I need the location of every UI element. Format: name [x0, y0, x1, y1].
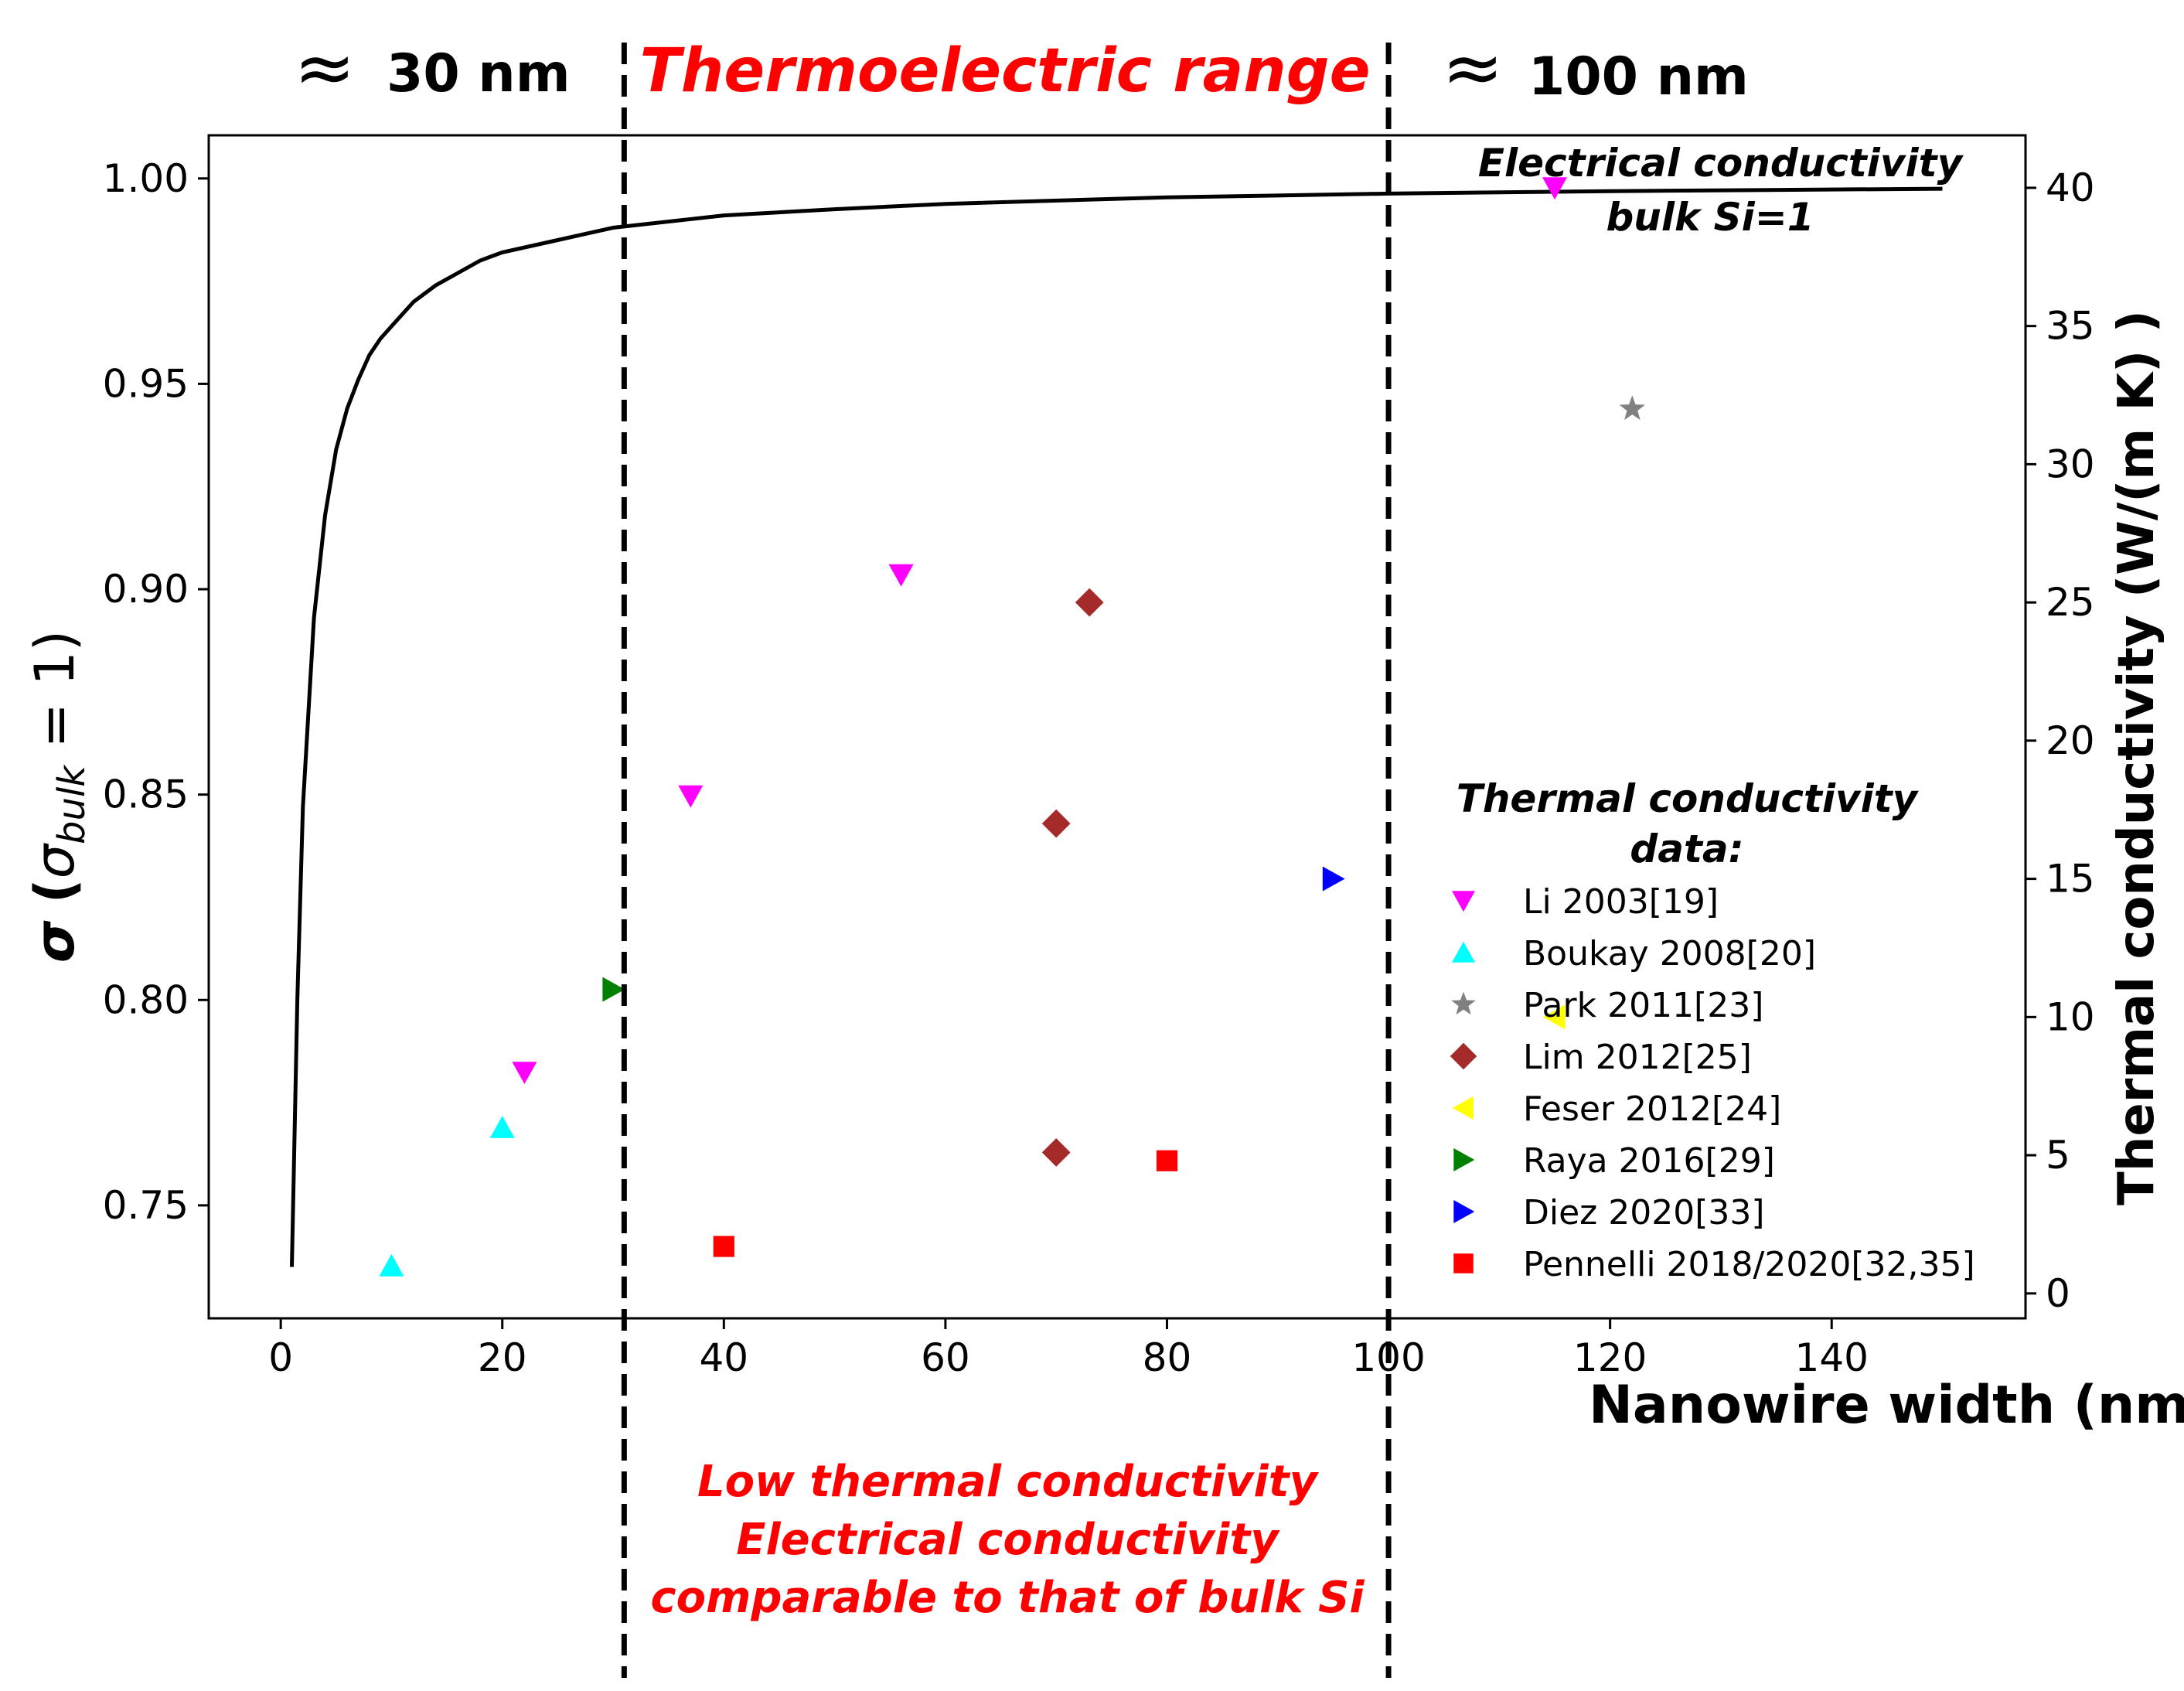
x-tick-label: 20: [478, 1335, 527, 1380]
legend-marker-feser-2012-24: [1452, 1096, 1474, 1120]
bottom-note: Low thermal conductivity Electrical cond…: [650, 1457, 1365, 1623]
y-right-tick-label: 20: [2046, 718, 2095, 763]
data-point-boukay-2008-20: [489, 1116, 515, 1138]
legend-title-line-1: Thermal conductivity: [1457, 776, 1920, 821]
data-point-lim-2012-25: [1041, 809, 1071, 838]
electrical-conductivity-curve: [290, 186, 1943, 1267]
legend-marker-pennelli-2018-2020-32-35: [1453, 1253, 1474, 1273]
legend: Thermal conductivity data: Li 2003[19] B…: [1450, 776, 1975, 1284]
y-right-tick-label: 30: [2046, 442, 2095, 486]
data-point-li-2003-19: [888, 564, 914, 587]
y-left-open-paren: (: [23, 878, 87, 903]
data-point-lim-2012-25: [1041, 1138, 1071, 1167]
y-right-tick-label: 5: [2046, 1133, 2070, 1178]
data-point-diez-2020-33: [1322, 866, 1345, 892]
y-left-tick-label: 0.75: [103, 1183, 189, 1228]
y-right-tick-label: 35: [2046, 304, 2095, 349]
y-left-sigma-bulk: σ: [23, 842, 87, 878]
y-axis-left-title: σ (σbulk = 1): [23, 630, 94, 963]
approx-symbol-right: ≈: [1442, 26, 1504, 111]
y-left-axis-ticks: 0.75 0.80 0.85 0.90 0.95 1.00: [103, 156, 209, 1228]
legend-title-line-2: data:: [1630, 827, 1743, 871]
y-left-tick-label: 0.95: [103, 361, 189, 406]
y-left-subscript-bulk: bulk: [50, 764, 94, 844]
x-tick-label: 120: [1573, 1335, 1647, 1380]
legend-label-lim-2012: Lim 2012[25]: [1523, 1038, 1752, 1077]
x-tick-label: 40: [699, 1335, 748, 1380]
data-point-li-2003-19: [678, 785, 704, 808]
x-tick-label: 60: [921, 1335, 970, 1380]
plot-frame: [207, 134, 2027, 1320]
x-axis-ticks: 0 20 40 60 80 100 120 140: [268, 1318, 1869, 1380]
y-left-sigma: σ: [23, 920, 87, 963]
y-left-tick-label: 1.00: [103, 156, 189, 201]
y-left-tick-label: 0.85: [103, 772, 189, 817]
curve-note: Electrical conductivity bulk Si=1: [1478, 141, 1964, 240]
y-right-tick-label: 15: [2046, 857, 2095, 902]
x-tick-label: 0: [268, 1335, 293, 1380]
x-tick-label: 80: [1143, 1335, 1192, 1380]
legend-label-li-2003: Li 2003[19]: [1523, 882, 1719, 922]
y-axis-right-title: Thermal conductivity (W/(m K) ): [2108, 310, 2165, 1205]
hundred-nm-label: 100 nm: [1528, 46, 1749, 107]
x-tick-label: 140: [1795, 1335, 1869, 1380]
thermoelectric-range-title: Thermoelectric range: [640, 36, 1371, 106]
data-point-feser-2012-24: [1542, 1004, 1566, 1030]
y-left-equals-one: = 1): [23, 630, 87, 748]
data-point-raya-2016-29: [602, 977, 625, 1002]
data-point-lim-2012-25: [1075, 588, 1104, 617]
data-point-pennelli-2018-2020-32-35: [1156, 1150, 1178, 1171]
legend-marker-lim-2012-25: [1450, 1042, 1477, 1070]
data-point-park-2011-23: [1619, 395, 1645, 421]
y-left-tick-label: 0.90: [103, 567, 189, 612]
legend-marker-raya-2016-29: [1453, 1148, 1475, 1171]
legend-markers: [1450, 891, 1477, 1273]
y-right-tick-label: 10: [2046, 994, 2095, 1039]
data-point-boukay-2008-20: [379, 1253, 404, 1277]
y-right-tick-label: 25: [2046, 580, 2095, 625]
legend-label-feser-2012: Feser 2012[24]: [1523, 1089, 1781, 1129]
curve-note-line-1: Electrical conductivity: [1478, 141, 1964, 186]
y-left-tick-label: 0.80: [103, 977, 189, 1022]
legend-marker-li-2003-19: [1452, 891, 1475, 912]
y-right-tick-label: 0: [2046, 1271, 2070, 1316]
data-point-li-2003-19: [512, 1062, 537, 1084]
legend-label-pennelli-2018-2020: Pennelli 2018/2020[32,35]: [1523, 1245, 1975, 1284]
y-right-axis-ticks: 0 5 10 15 20 25 30 35 40: [2026, 165, 2095, 1316]
bottom-note-line-3: comparable to that of bulk Si: [650, 1573, 1365, 1623]
bottom-note-line-1: Low thermal conductivity: [697, 1457, 1320, 1507]
thirty-nm-label: 30 nm: [387, 43, 571, 104]
legend-label-park-2011: Park 2011[23]: [1523, 986, 1763, 1025]
top-annotations: ≈ 30 nm Thermoelectric range ≈ 100 nm: [294, 26, 1749, 111]
legend-marker-boukay-2008-20: [1452, 941, 1475, 963]
legend-marker-park-2011-23: [1451, 991, 1476, 1015]
legend-label-diez-2020: Diez 2020[33]: [1523, 1193, 1765, 1232]
legend-label-boukay-2008: Boukay 2008[20]: [1523, 934, 1816, 973]
thermal-conductivity-markers: [379, 177, 1645, 1277]
data-point-li-2003-19: [1542, 177, 1567, 200]
approx-symbol-left: ≈: [294, 26, 356, 111]
legend-marker-diez-2020-33: [1453, 1200, 1475, 1223]
x-axis-title: Nanowire width (nm): [1589, 1375, 2184, 1436]
curve-note-line-2: bulk Si=1: [1606, 195, 1814, 240]
y-right-tick-label: 40: [2046, 165, 2095, 210]
bottom-note-line-2: Electrical conductivity: [736, 1515, 1280, 1565]
data-point-pennelli-2018-2020-32-35: [713, 1236, 734, 1257]
legend-label-raya-2016: Raya 2016[29]: [1523, 1141, 1775, 1181]
